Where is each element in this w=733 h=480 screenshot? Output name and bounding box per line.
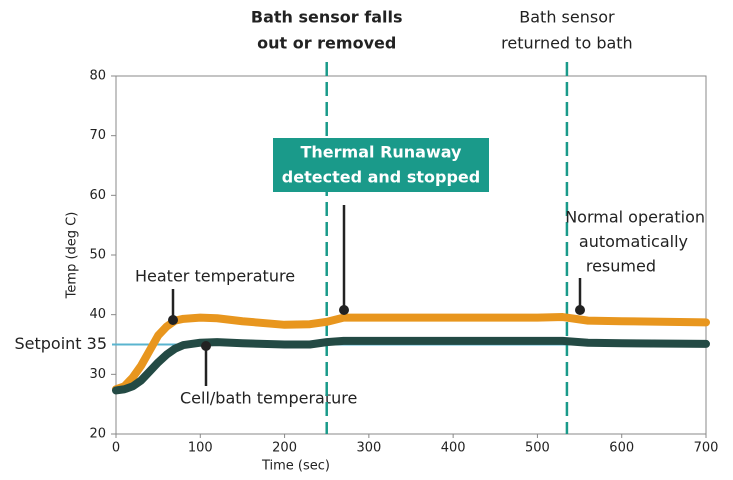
setpoint-label: Setpoint 35: [14, 334, 107, 353]
pointer-dot: [168, 315, 178, 325]
x-tick-label: 400: [441, 441, 466, 456]
note-text: Normal operation: [565, 208, 705, 227]
pointer-dot: [339, 305, 349, 315]
x-tick-label: 0: [112, 441, 120, 456]
y-tick-label: 80: [89, 69, 106, 84]
y-axis-label: Temp (deg C): [65, 212, 80, 300]
event-label: Bath sensor falls: [251, 8, 403, 27]
x-tick-label: 500: [525, 441, 550, 456]
y-tick-label: 50: [89, 248, 106, 263]
pointer-dot: [201, 341, 211, 351]
y-tick-label: 40: [89, 307, 106, 322]
x-tick-label: 100: [188, 441, 213, 456]
callout-text: detected and stopped: [282, 168, 480, 187]
y-tick-label: 20: [89, 427, 106, 442]
note-text: automatically: [579, 232, 688, 251]
y-tick-label: 30: [89, 367, 106, 382]
callout-text: Thermal Runaway: [301, 143, 463, 162]
note-text: resumed: [586, 257, 656, 276]
event-label: returned to bath: [501, 34, 633, 53]
heater-label: Heater temperature: [135, 267, 295, 286]
x-tick-label: 200: [272, 441, 297, 456]
cell-label: Cell/bath temperature: [180, 389, 357, 408]
event-label: Bath sensor: [519, 8, 615, 27]
y-tick-label: 70: [89, 128, 106, 143]
event-label: out or removed: [257, 34, 396, 53]
x-tick-label: 700: [694, 441, 719, 456]
y-tick-label: 60: [89, 188, 106, 203]
x-tick-label: 300: [356, 441, 381, 456]
pointer-dot: [575, 305, 585, 315]
series-line: [112, 336, 710, 395]
x-axis-label: Time (sec): [261, 459, 330, 474]
plot-frame: [115, 75, 707, 435]
x-tick-label: 600: [609, 441, 634, 456]
callout-box: [273, 138, 489, 192]
series-line: [112, 313, 710, 394]
